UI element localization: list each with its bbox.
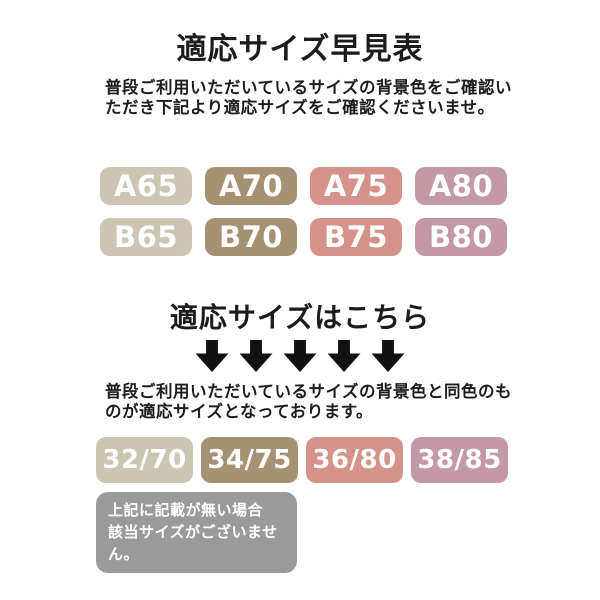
size-badge-b70: B70 [205,218,297,256]
page-title: 適応サイズ早見表 [176,32,424,67]
match-note-text: 普段ご利用いただいているサイズの背景色と同色のも のが適応サイズとなっております… [105,382,512,422]
down-arrow-icon [283,340,317,372]
size-badge-b65: B65 [100,218,192,256]
down-arrow-icon [195,340,229,372]
down-arrow-icon [371,340,405,372]
no-matching-size-line-2: 該当サイズがございません。 [108,523,278,563]
size-badge-a70: A70 [205,167,297,205]
arrow-row [0,340,600,372]
adapted-size-badge-36-80: 36/80 [306,437,403,483]
no-matching-size-line-1: 上記に記載が無い場合 [108,501,264,519]
match-note-line-1: 普段ご利用いただいているサイズの背景色と同色のも [105,382,513,401]
no-matching-size-note: 上記に記載が無い場合 該当サイズがございません。 [96,492,297,573]
adapted-size-badge-38-85: 38/85 [411,437,508,483]
intro-line-2: ただき下記より適応サイズをご確認くださいませ。 [105,98,495,117]
size-badge-a80: A80 [415,167,507,205]
match-note-line-2: のが適応サイズとなっております。 [105,402,374,421]
adapted-size-badge-34-75: 34/75 [201,437,298,483]
section-heading: 適応サイズはこちら [169,301,431,334]
size-badge-b75: B75 [310,218,402,256]
down-arrow-icon [327,340,361,372]
size-grid: A65 A70 A75 A80 B65 B70 B75 B80 [100,167,507,256]
intro-line-1: 普段ご利用いただいているサイズの背景色をご確認い [105,78,513,97]
size-badge-a75: A75 [310,167,402,205]
intro-text: 普段ご利用いただいているサイズの背景色をご確認い ただき下記より適応サイズをご確… [105,78,512,118]
size-badge-a65: A65 [100,167,192,205]
adapted-size-grid: 32/70 34/75 36/80 38/85 [96,437,508,483]
down-arrow-icon [239,340,273,372]
adapted-size-badge-32-70: 32/70 [96,437,193,483]
size-badge-b80: B80 [415,218,507,256]
